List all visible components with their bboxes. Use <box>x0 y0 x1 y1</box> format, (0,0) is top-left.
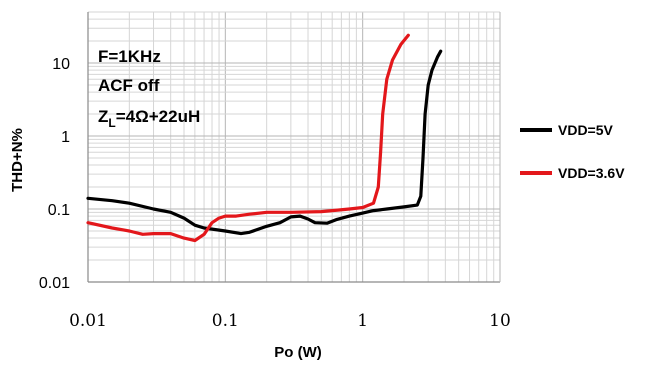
tick-labels: 0.01 0.1 1 10 0.01 0.1 1 10 <box>39 56 511 331</box>
series-line-vdd-5v <box>86 49 443 236</box>
plot-frame <box>87 12 501 283</box>
annotation-frequency: F=1KHz <box>98 47 161 66</box>
y-tick-label: 0.01 <box>39 275 70 292</box>
annotation-acf: ACF off <box>98 76 160 95</box>
annotations: F=1KHz ACF off ZL=4Ω+22uH <box>98 47 200 130</box>
annotation-impedance-z: Z <box>98 107 108 126</box>
y-tick-label: 10 <box>52 56 70 73</box>
legend-label-vdd-5v: VDD=5V <box>558 122 614 138</box>
legend: VDD=5V VDD=3.6V <box>520 122 625 181</box>
annotation-impedance: ZL=4Ω+22uH <box>98 107 200 130</box>
annotation-impedance-subscript: L <box>108 116 115 130</box>
series-layer <box>86 33 443 243</box>
x-tick-label: 1 <box>357 311 368 331</box>
annotation-impedance-value: =4Ω+22uH <box>116 107 201 126</box>
y-axis-label: THD+N% <box>9 128 26 192</box>
legend-label-vdd-3v6: VDD=3.6V <box>558 165 625 181</box>
series-line-vdd-3v6 <box>86 33 410 243</box>
y-tick-label: 1 <box>61 129 70 146</box>
grid-lines <box>87 11 500 283</box>
x-tick-label: 0.1 <box>212 311 239 331</box>
x-axis-label: Po (W) <box>274 344 321 361</box>
y-tick-label: 0.1 <box>48 202 70 219</box>
x-tick-label: 0.01 <box>69 311 107 331</box>
x-tick-label: 10 <box>489 311 511 331</box>
